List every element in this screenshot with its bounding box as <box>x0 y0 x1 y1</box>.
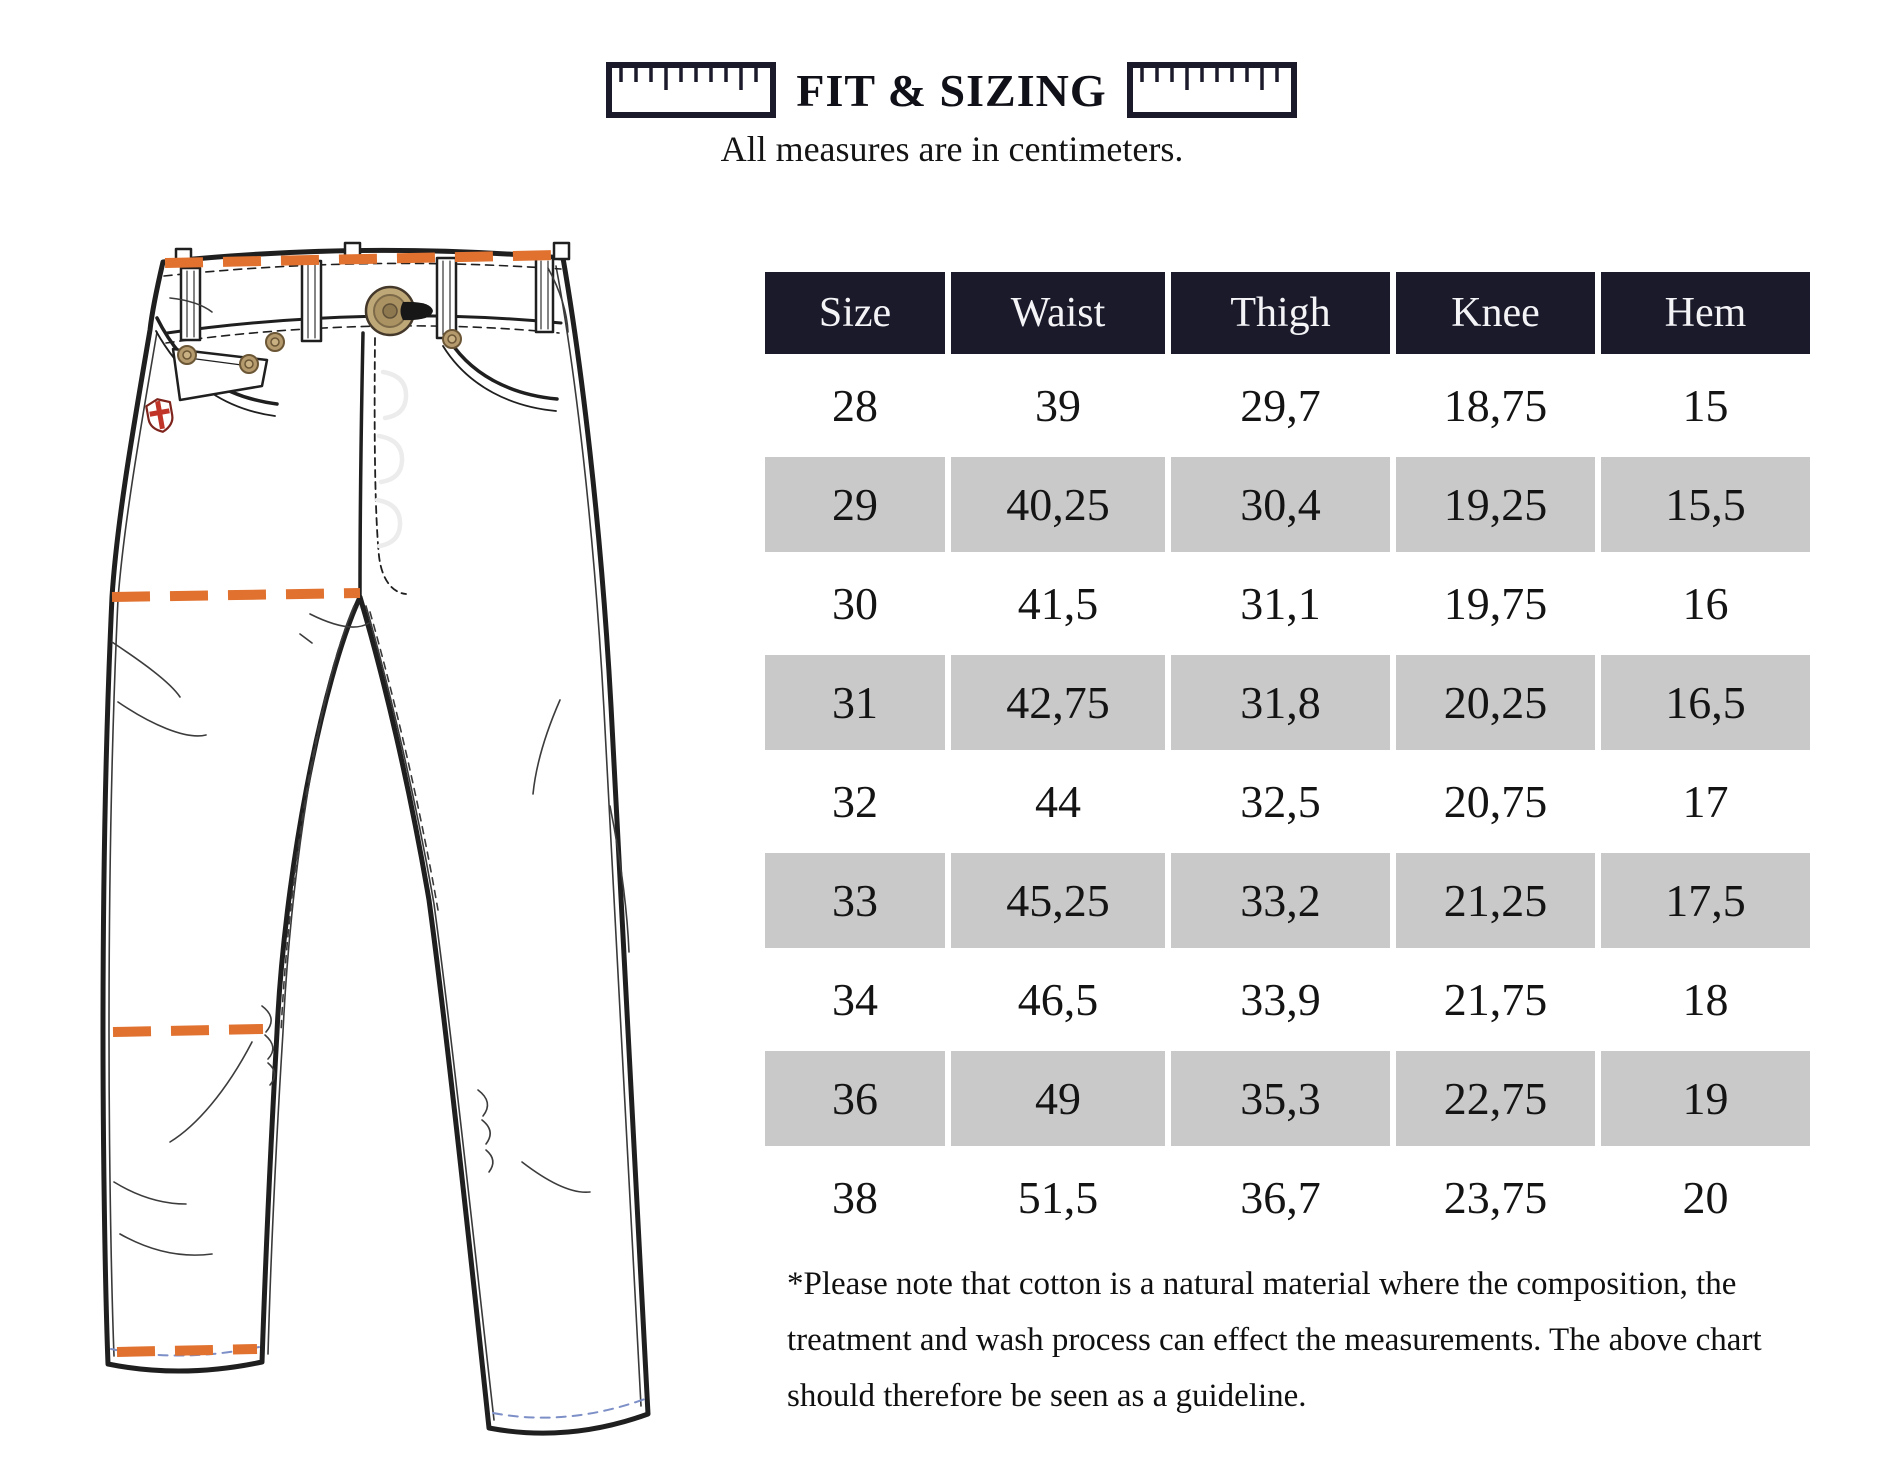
cell-thigh-size-32: 32,5 <box>1171 754 1390 849</box>
shield-logo <box>145 398 174 433</box>
waist-measure-line <box>164 250 561 268</box>
cell-thigh-size-31: 31,8 <box>1171 655 1390 750</box>
cell-thigh-size-30: 31,1 <box>1171 556 1390 651</box>
cell-hem-size-32: 17 <box>1601 754 1810 849</box>
cell-thigh-size-29: 30,4 <box>1171 457 1390 552</box>
cell-size-size-38: 38 <box>765 1150 945 1245</box>
cell-knee-size-33: 21,25 <box>1396 853 1595 948</box>
cell-hem-size-29: 15,5 <box>1601 457 1810 552</box>
knee-measure-line <box>112 1024 264 1037</box>
cell-hem-size-36: 19 <box>1601 1051 1810 1146</box>
jeans-outline <box>100 247 651 1436</box>
cell-waist-size-34: 46,5 <box>951 952 1165 1047</box>
wrinkle-lines <box>111 267 630 1256</box>
cell-waist-size-32: 44 <box>951 754 1165 849</box>
cell-thigh-size-36: 35,3 <box>1171 1051 1390 1146</box>
size-table: Size Waist Thigh Knee Hem 28 39 29,7 18,75 15 29 40… <box>765 272 1810 1245</box>
cell-size-size-36: 36 <box>765 1051 945 1146</box>
cell-knee-size-36: 22,75 <box>1396 1051 1595 1146</box>
fly <box>358 331 407 599</box>
cell-hem-size-31: 16,5 <box>1601 655 1810 750</box>
jeans-drawing <box>100 241 651 1436</box>
cell-hem-size-33: 17,5 <box>1601 853 1810 948</box>
column-header-hem: Hem <box>1601 272 1810 354</box>
cell-waist-size-29: 40,25 <box>951 457 1165 552</box>
cell-waist-size-36: 49 <box>951 1051 1165 1146</box>
cell-size-size-31: 31 <box>765 655 945 750</box>
measure-lines <box>111 250 561 1357</box>
cell-size-size-28: 28 <box>765 358 945 453</box>
cell-waist-size-33: 45,25 <box>951 853 1165 948</box>
rivet-icons <box>177 329 462 374</box>
cell-knee-size-34: 21,75 <box>1396 952 1595 1047</box>
cell-size-size-30: 30 <box>765 556 945 651</box>
hem-measure-line <box>116 1344 258 1357</box>
cell-waist-size-28: 39 <box>951 358 1165 453</box>
cell-waist-size-30: 41,5 <box>951 556 1165 651</box>
cell-size-size-32: 32 <box>765 754 945 849</box>
column-header-knee: Knee <box>1396 272 1595 354</box>
cell-hem-size-28: 15 <box>1601 358 1810 453</box>
subtitle: All measures are in centimeters. <box>720 129 1184 169</box>
jeans-illustration <box>90 240 670 1476</box>
cell-knee-size-32: 20,75 <box>1396 754 1595 849</box>
cell-thigh-size-28: 29,7 <box>1171 358 1390 453</box>
cell-size-size-29: 29 <box>765 457 945 552</box>
cell-hem-size-30: 16 <box>1601 556 1810 651</box>
page-title: FIT & SIZING <box>796 64 1107 116</box>
cell-waist-size-38: 51,5 <box>951 1150 1165 1245</box>
button-icon <box>364 285 433 337</box>
cell-thigh-size-38: 36,7 <box>1171 1150 1390 1245</box>
footnote: *Please note that cotton is a natural ma… <box>787 1266 1762 1414</box>
column-header-thigh: Thigh <box>1171 272 1390 354</box>
cell-knee-size-29: 19,25 <box>1396 457 1595 552</box>
cell-hem-size-34: 18 <box>1601 952 1810 1047</box>
thigh-measure-line <box>111 588 361 602</box>
cell-size-size-34: 34 <box>765 952 945 1047</box>
cell-knee-size-30: 19,75 <box>1396 556 1595 651</box>
column-header-waist: Waist <box>951 272 1165 354</box>
cell-thigh-size-33: 33,2 <box>1171 853 1390 948</box>
fabric-watermarks <box>374 369 409 549</box>
page-header: FIT & SIZING <box>605 58 1298 122</box>
cell-size-size-33: 33 <box>765 853 945 948</box>
column-header-size: Size <box>765 272 945 354</box>
cell-hem-size-38: 20 <box>1601 1150 1810 1245</box>
ruler-icon <box>1127 62 1297 118</box>
cell-waist-size-31: 42,75 <box>951 655 1165 750</box>
cell-knee-size-28: 18,75 <box>1396 358 1595 453</box>
ruler-icon <box>606 62 776 118</box>
cell-knee-size-38: 23,75 <box>1396 1150 1595 1245</box>
cell-knee-size-31: 20,25 <box>1396 655 1595 750</box>
cell-thigh-size-34: 33,9 <box>1171 952 1390 1047</box>
